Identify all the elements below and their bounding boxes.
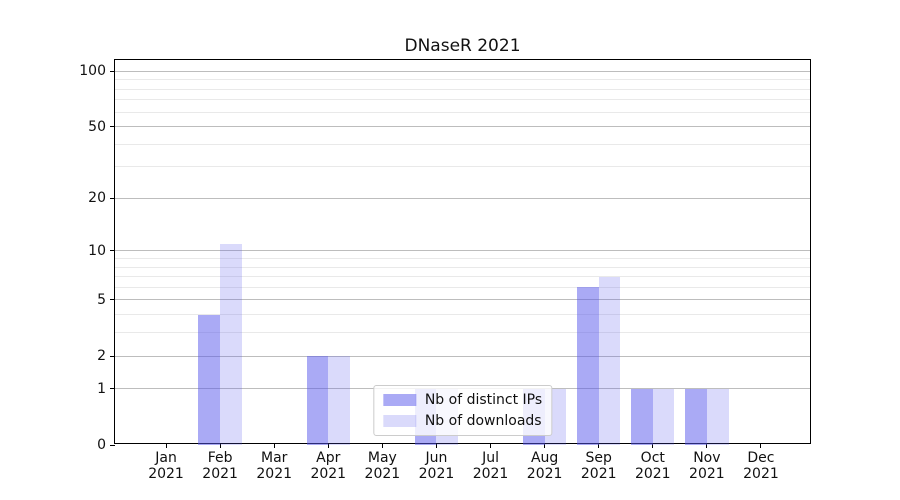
legend-item-distinct-ips: Nb of distinct IPs (382, 392, 543, 408)
gridline-major (115, 250, 810, 252)
y-tick-label: 100 (79, 63, 106, 80)
gridline-major (115, 197, 810, 199)
gridline-minor (115, 258, 810, 259)
x-tick-mark (598, 443, 600, 448)
gridline-minor (115, 143, 810, 145)
bar-distinct-ips (577, 287, 599, 445)
x-tick-label: Mar 2021 (256, 450, 293, 482)
gridline-minor (115, 286, 810, 288)
gridline-minor (115, 79, 810, 81)
gridline-major (115, 126, 810, 128)
y-tick-mark (110, 197, 115, 199)
y-tick-mark (110, 444, 115, 446)
gridline-minor (115, 88, 810, 90)
bar-distinct-ips (198, 314, 221, 445)
bar-distinct-ips (306, 356, 329, 445)
x-tick-label: Oct 2021 (634, 450, 671, 482)
x-tick-mark (219, 443, 221, 448)
gridline-minor (115, 266, 810, 268)
x-tick-label: Feb 2021 (202, 450, 238, 482)
y-tick-mark (110, 388, 115, 390)
gridline-major (115, 299, 810, 301)
y-tick-label: 50 (88, 118, 106, 135)
x-tick-mark (544, 443, 546, 448)
gridline-major (115, 70, 810, 72)
bar-downloads (652, 388, 675, 445)
x-tick-label: Jan 2021 (148, 450, 184, 482)
x-tick-mark (760, 443, 762, 448)
bar-downloads (220, 243, 242, 445)
gridline-minor (115, 314, 810, 316)
x-tick-label: Dec 2021 (743, 450, 779, 482)
gridline-minor (115, 276, 810, 278)
y-tick-label: 0 (97, 437, 106, 453)
x-tick-mark (490, 443, 492, 448)
y-tick-mark (110, 126, 115, 128)
x-tick-mark (435, 443, 437, 448)
x-tick-label: Jun 2021 (418, 450, 455, 482)
y-tick-mark (110, 250, 115, 252)
y-tick-mark (110, 70, 115, 72)
y-tick-label: 5 (97, 291, 106, 308)
y-tick-label: 10 (88, 242, 106, 259)
chart-title: DNaseR 2021 (404, 36, 521, 56)
x-tick-label: Sep 2021 (580, 450, 617, 482)
gridline-major (115, 355, 810, 357)
x-tick-mark (327, 443, 329, 448)
y-tick-label: 20 (88, 190, 106, 207)
x-tick-mark (273, 443, 275, 448)
legend-item-downloads: Nb of downloads (382, 413, 542, 429)
x-tick-mark (381, 443, 383, 448)
bar-downloads (706, 388, 729, 445)
legend-label-distinct-ips: Nb of distinct IPs (424, 392, 543, 408)
legend-swatch-distinct-ips (382, 394, 416, 406)
x-tick-label: Aug 2021 (526, 450, 563, 482)
y-tick-label: 1 (97, 380, 106, 397)
x-tick-label: Apr 2021 (310, 450, 347, 482)
x-tick-mark (652, 443, 654, 448)
bar-downloads (598, 276, 621, 445)
plot-area: Nb of distinct IPs Nb of downloads 0 1 2 5 1… (79, 59, 811, 482)
x-tick-label: May 2021 (364, 450, 401, 482)
bar-downloads (328, 356, 350, 445)
gridline-minor (115, 332, 810, 334)
gridline-minor (115, 99, 810, 101)
x-tick-mark (706, 443, 708, 448)
y-tick-mark (110, 299, 115, 301)
legend-swatch-downloads (382, 415, 416, 427)
gridline-minor (115, 111, 810, 113)
y-tick-label: 2 (97, 348, 106, 365)
x-tick-label: Nov 2021 (689, 450, 725, 482)
bar-distinct-ips (685, 388, 707, 445)
legend-label-downloads: Nb of downloads (424, 413, 542, 429)
x-tick-label: Jul 2021 (472, 450, 509, 482)
bar-distinct-ips (631, 388, 653, 445)
y-tick-mark (110, 355, 115, 357)
gridline-minor (115, 166, 810, 168)
x-tick-mark (165, 443, 167, 448)
legend: Nb of distinct IPs Nb of downloads (372, 385, 553, 436)
